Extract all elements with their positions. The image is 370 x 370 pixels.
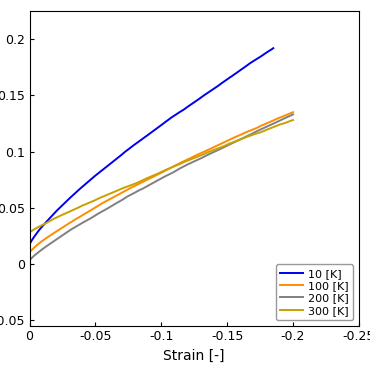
100 [K] xyxy=(27,250,32,255)
200 [K] xyxy=(232,140,237,144)
10 [K] xyxy=(187,103,192,108)
10 [K] xyxy=(104,165,109,169)
10 [K] xyxy=(247,61,252,66)
Line: 100 [K]: 100 [K] xyxy=(30,112,293,253)
10 [K] xyxy=(27,242,32,247)
Line: 200 [K]: 200 [K] xyxy=(30,114,293,260)
X-axis label: Strain [-]: Strain [-] xyxy=(164,349,225,363)
300 [K] xyxy=(201,152,205,157)
200 [K] xyxy=(27,258,32,263)
100 [K] xyxy=(201,150,205,155)
100 [K] xyxy=(265,121,269,125)
200 [K] xyxy=(102,208,106,213)
100 [K] xyxy=(232,135,237,139)
100 [K] xyxy=(111,195,115,200)
200 [K] xyxy=(265,124,269,129)
300 [K] xyxy=(111,190,115,195)
200 [K] xyxy=(92,214,96,219)
Legend: 10 [K], 100 [K], 200 [K], 300 [K]: 10 [K], 100 [K], 200 [K], 300 [K] xyxy=(276,265,353,320)
10 [K] xyxy=(87,178,91,183)
100 [K] xyxy=(102,200,106,205)
300 [K] xyxy=(232,139,237,144)
300 [K] xyxy=(102,194,106,199)
10 [K] xyxy=(217,83,222,87)
200 [K] xyxy=(201,155,205,160)
100 [K] xyxy=(92,206,96,211)
200 [K] xyxy=(111,203,115,208)
10 [K] xyxy=(271,46,276,50)
300 [K] xyxy=(92,198,96,203)
200 [K] xyxy=(291,112,295,117)
300 [K] xyxy=(265,127,269,132)
Line: 10 [K]: 10 [K] xyxy=(30,48,273,245)
300 [K] xyxy=(291,118,295,122)
10 [K] xyxy=(96,171,101,176)
100 [K] xyxy=(291,110,295,114)
300 [K] xyxy=(27,230,32,235)
Line: 300 [K]: 300 [K] xyxy=(30,120,293,232)
